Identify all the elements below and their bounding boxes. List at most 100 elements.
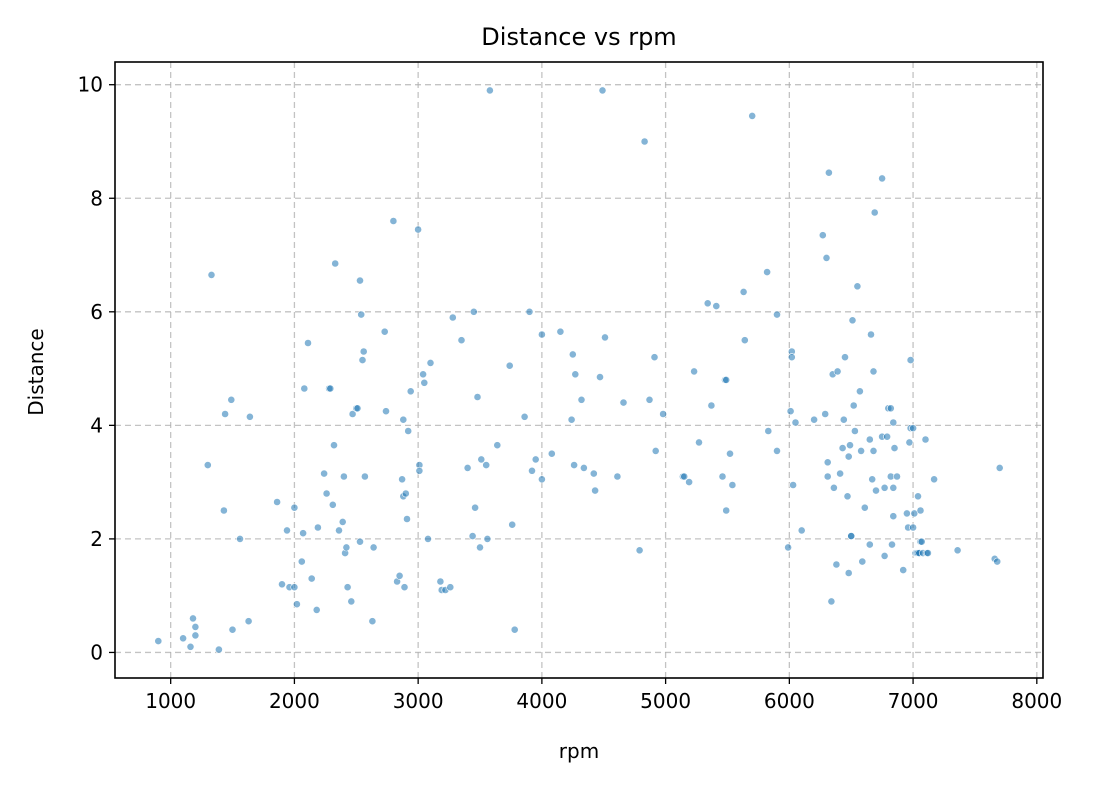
data-point [510,625,519,634]
data-point [890,444,899,452]
x-tick-label: 2000 [269,689,320,713]
data-point [659,410,667,418]
data-point [328,500,337,509]
data-point [179,634,187,643]
data-point [869,446,878,455]
data-point [613,472,622,481]
x-tick-label: 1000 [145,689,196,713]
y-tick-label: 4 [90,413,103,437]
data-point [865,540,874,549]
data-point [789,481,797,489]
y-axis-label: Distance [24,328,48,415]
data-point [889,512,898,521]
data-point [823,458,832,467]
data-point [598,86,607,95]
data-point [297,557,306,566]
data-point [889,418,898,427]
data-point [322,489,331,498]
data-point [707,401,716,410]
data-point [401,489,410,498]
data-point [292,600,301,609]
data-point [446,583,455,592]
data-point [357,310,366,319]
data-point [651,446,660,455]
data-point [360,472,369,481]
data-point [739,287,748,296]
data-point [482,461,491,469]
y-tick-label: 6 [90,300,103,324]
data-point [468,532,477,540]
data-point [722,375,731,384]
data-point [712,302,721,310]
data-point [832,560,841,569]
data-point [483,535,492,543]
data-point [909,424,917,433]
data-point [872,486,880,495]
data-point [404,427,413,435]
x-tick-label: 8000 [1011,689,1062,713]
data-point [399,415,408,424]
data-point [419,370,427,379]
data-point [369,543,378,552]
data-point [857,446,865,455]
data-point [784,543,792,552]
data-point [893,472,901,481]
data-point [836,469,844,478]
data-point [722,506,731,515]
data-point [359,347,368,356]
data-point [278,580,286,589]
data-point [528,466,536,475]
data-point [880,483,889,492]
data-point [154,637,163,645]
data-point [903,509,911,518]
data-point [596,373,604,381]
data-point [619,398,628,407]
data-point [851,427,859,435]
data-point [870,208,879,217]
data-point [868,475,877,484]
data-point [356,276,364,285]
data-point [493,441,502,450]
data-point [244,617,253,626]
data-point [343,583,352,592]
data-point [477,455,486,464]
x-tick-label: 7000 [888,689,939,713]
data-point [791,418,800,427]
data-point [207,270,216,279]
data-point [307,574,316,583]
data-point [312,606,321,614]
data-point [358,356,367,364]
data-point [538,330,546,339]
data-point [356,537,364,546]
data-point [525,307,534,316]
data-point [930,475,938,484]
data-point [330,441,338,450]
data-point [818,231,827,240]
data-point [718,472,727,481]
data-point [880,552,889,560]
data-point [380,327,389,336]
data-point [290,503,299,512]
data-point [426,358,435,367]
data-point [849,401,858,410]
data-point [773,310,781,319]
data-point [400,583,409,592]
x-axis-label: rpm [559,739,599,763]
data-point [844,569,853,577]
data-point [889,483,898,492]
data-point [415,466,424,475]
y-tick-label: 2 [90,527,103,551]
data-point [748,112,757,120]
data-point [283,526,291,535]
data-point [227,395,236,404]
data-point [827,597,836,606]
data-point [909,523,917,532]
data-point [846,441,854,450]
data-point [389,217,398,225]
data-point [787,353,796,362]
data-point [471,503,479,512]
data-point [531,455,540,464]
data-point [420,378,429,387]
